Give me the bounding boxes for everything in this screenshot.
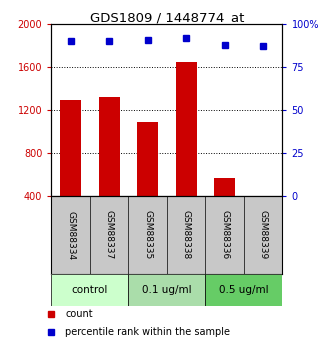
Bar (99, 97, 120, 196)
Text: GSM88334: GSM88334 (66, 210, 75, 260)
Text: GSM88335: GSM88335 (143, 210, 152, 260)
Text: GSM88336: GSM88336 (220, 210, 229, 260)
Text: GSM88339: GSM88339 (259, 210, 268, 260)
Text: 0.1 ug/ml: 0.1 ug/ml (142, 285, 192, 295)
Bar (205, 274, 282, 306)
Bar (128, 274, 205, 306)
Title: GDS1809 / 1448774_at: GDS1809 / 1448774_at (90, 11, 244, 24)
Bar (60, 100, 81, 196)
Bar (176, 62, 197, 196)
Bar (51, 274, 128, 306)
Bar (214, 178, 235, 196)
Text: 0.5 ug/ml: 0.5 ug/ml (219, 285, 269, 295)
Text: percentile rank within the sample: percentile rank within the sample (65, 327, 230, 337)
Text: GSM88338: GSM88338 (182, 210, 191, 260)
Text: GSM88337: GSM88337 (105, 210, 114, 260)
Text: count: count (65, 309, 93, 319)
Text: control: control (72, 285, 108, 295)
Bar (253, 196, 274, 197)
Bar (137, 122, 158, 196)
